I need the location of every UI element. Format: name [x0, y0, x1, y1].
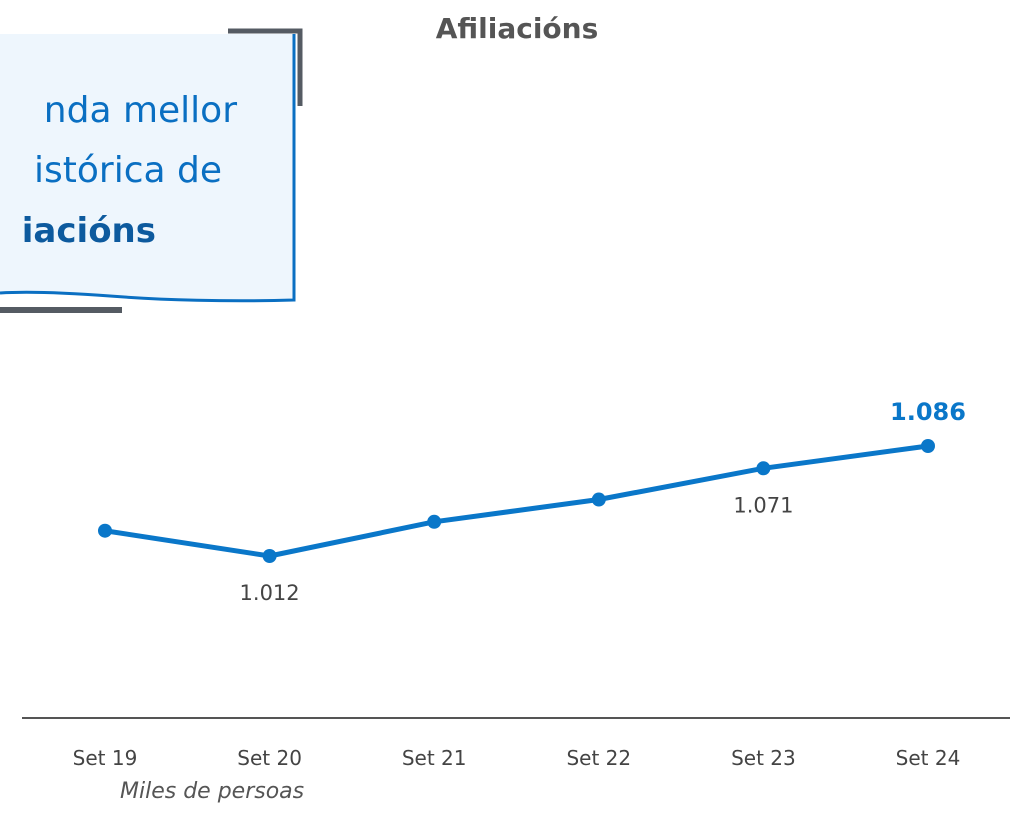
data-label: 1.071: [733, 493, 793, 517]
x-tick-label: Set 23: [731, 746, 796, 770]
x-tick-label: Set 21: [402, 746, 467, 770]
x-tick-label: Set 24: [896, 746, 961, 770]
footnote: Miles de persoas: [120, 779, 304, 804]
callout-box: [0, 34, 294, 301]
callout-shadow: [228, 28, 303, 106]
point: [427, 514, 442, 529]
line: [104, 443, 929, 559]
callout-text: iacións: [22, 211, 156, 251]
callout-text: nda mellor: [44, 90, 237, 131]
point: [921, 439, 935, 453]
x-tick-label: Set 20: [237, 746, 302, 770]
data-label: 1.086: [890, 398, 966, 426]
point: [98, 523, 112, 538]
point: [756, 461, 771, 476]
data-label: 1.012: [240, 581, 300, 605]
callout-text: istórica de: [34, 150, 222, 191]
x-tick-label: Set 22: [566, 746, 631, 770]
point: [591, 492, 606, 507]
point: [262, 549, 277, 563]
x-tick-label: Set 19: [73, 746, 138, 770]
chart-title: Afiliacións: [436, 12, 599, 45]
callout-border: [0, 34, 296, 303]
